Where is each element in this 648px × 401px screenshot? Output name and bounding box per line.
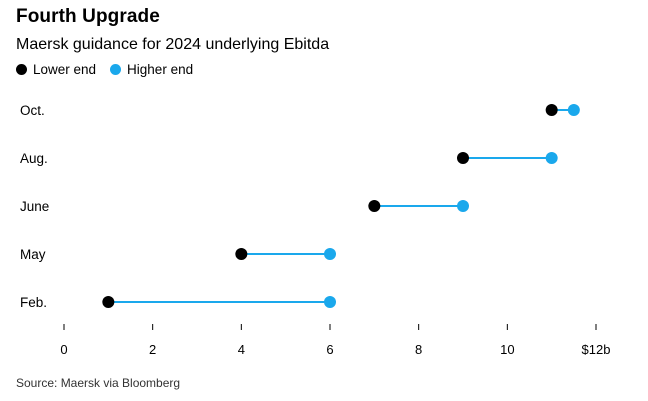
legend-item-higher: Higher end (110, 62, 193, 77)
higher-end-dot-may (324, 248, 336, 260)
category-label-feb: Feb. (20, 295, 47, 310)
legend-dot-higher (110, 64, 122, 75)
higher-end-dot-aug (545, 152, 558, 164)
x-tick-label-6: $12b (582, 342, 611, 357)
category-label-aug: Aug. (20, 151, 48, 166)
higher-end-dot-june (457, 200, 469, 212)
chart-title: Fourth Upgrade (16, 6, 160, 27)
source-note: Source: Maersk via Bloomberg (16, 376, 181, 390)
x-tick-label-2: 4 (238, 342, 245, 357)
legend-label-higher: Higher end (127, 62, 194, 77)
x-tick-label-0: 0 (60, 342, 67, 357)
legend: Lower end Higher end (16, 62, 207, 77)
category-label-oct: Oct. (20, 103, 45, 118)
x-tick-label-4: 8 (415, 342, 422, 357)
x-tick-label-3: 6 (326, 342, 333, 357)
category-label-june: June (20, 199, 49, 214)
lower-end-dot-feb (102, 296, 115, 308)
legend-item-lower: Lower end (16, 62, 96, 77)
category-label-may: May (20, 247, 46, 262)
legend-dot-lower (16, 64, 27, 75)
lower-end-dot-june (368, 200, 381, 212)
lower-end-dot-oct (545, 104, 558, 116)
x-tick-label-1: 2 (149, 342, 156, 357)
higher-end-dot-oct (567, 104, 580, 116)
higher-end-dot-feb (324, 296, 336, 308)
lower-end-dot-may (235, 248, 248, 260)
chart-subtitle: Maersk guidance for 2024 underlying Ebit… (16, 36, 330, 53)
lower-end-dot-aug (457, 152, 469, 164)
legend-label-lower: Lower end (33, 62, 97, 77)
x-tick-label-5: 10 (500, 342, 514, 357)
